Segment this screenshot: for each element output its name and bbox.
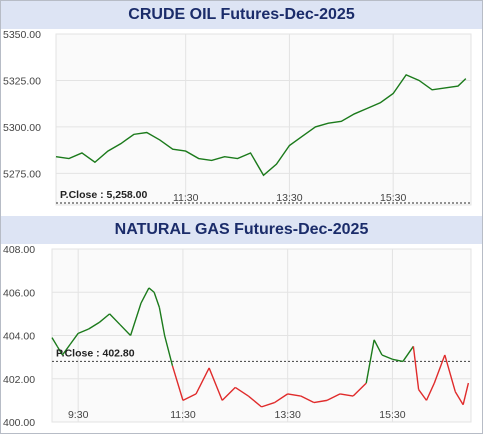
gas-price-segment: [373, 339, 383, 356]
gas-price-segment: [148, 287, 155, 293]
gas-price-segment: [454, 391, 464, 406]
gas-price-segment: [412, 346, 420, 390]
gas-x-tick-label: 15:30: [379, 409, 405, 421]
gas-prev-close-label: P.Close : 402.80: [56, 347, 135, 359]
crude-y-tick-label: 5350.00: [3, 29, 41, 41]
gas-price-segment: [425, 382, 435, 401]
gas-price-segment: [261, 401, 275, 408]
gas-y-tick-label: 404.00: [3, 331, 35, 343]
gas-price-segment: [182, 393, 197, 402]
gas-y-tick-label: 408.00: [3, 244, 35, 256]
crude-x-tick-label: 15:30: [380, 192, 406, 204]
crude-x-tick-label: 11:30: [173, 192, 199, 204]
gas-price-segment: [98, 313, 111, 324]
gas-price-segment: [444, 354, 456, 392]
crude-y-tick-label: 5300.00: [3, 122, 41, 134]
gas-price-segment: [153, 292, 161, 308]
crude-y-tick-label: 5325.00: [3, 75, 41, 87]
gas-price-segment: [171, 365, 184, 401]
gas-x-tick-label: 11:30: [170, 409, 196, 421]
gas-price-segment: [381, 354, 393, 360]
gas-price-segment: [119, 324, 132, 336]
gas-y-tick-label: 402.00: [3, 374, 35, 386]
gas-price-segment: [88, 321, 100, 330]
gas-price-segment: [462, 382, 470, 405]
gas-price-segment: [418, 389, 428, 401]
gas-price-segment: [313, 399, 328, 404]
gas-y-tick-label: 406.00: [3, 287, 35, 299]
gas-price-segment: [77, 328, 89, 334]
crude-x-tick-label: 13:30: [276, 192, 302, 204]
crude-oil-chart: 5350.00 5325.00 5300.00 5275.00 11:30 13:30 15…: [3, 29, 472, 206]
gas-price-segment: [365, 339, 375, 384]
gas-price-segment: [56, 345, 64, 356]
gas-price-segment: [221, 386, 236, 401]
gas-price-segment: [287, 393, 301, 397]
natural-gas-title: NATURAL GAS Futures-Dec-2025: [1, 216, 482, 244]
gas-x-tick-label: 9:30: [68, 409, 89, 421]
gas-price-segment: [352, 382, 367, 397]
gas-price-segment: [163, 335, 174, 366]
gas-price-segment: [51, 337, 58, 347]
crude-plot-area: [55, 33, 472, 206]
gas-price-segment: [69, 332, 79, 345]
gas-price-segment: [339, 393, 354, 397]
gas-price-segment: [433, 354, 446, 384]
gas-price-segment: [402, 345, 414, 362]
gas-price-segment: [274, 393, 289, 404]
crude-y-tick-label: 5275.00: [3, 168, 41, 180]
crude-prev-close-label: P.Close : 5,258.00: [60, 189, 148, 201]
gas-price-segment: [195, 367, 210, 395]
gas-price-segment: [300, 395, 315, 404]
gas-x-tick-label: 13:30: [275, 409, 301, 421]
gas-price-segment: [208, 367, 223, 401]
natural-gas-chart: 408.00 406.00 404.00 402.00 400.00 9:30 11:30 1…: [3, 244, 472, 429]
gas-price-segment: [158, 307, 166, 336]
gas-price-segment: [140, 287, 150, 304]
gas-price-segment: [129, 302, 142, 336]
gas-y-tick-label: 400.00: [3, 417, 35, 429]
gas-price-segment: [234, 386, 249, 397]
crude-price-line: [55, 74, 467, 177]
gas-price-segment: [392, 358, 404, 363]
gas-price-segment: [109, 313, 121, 326]
crude-oil-title: CRUDE OIL Futures-Dec-2025: [1, 1, 482, 29]
gas-price-segment: [326, 393, 341, 402]
gas-price-segment: [61, 343, 71, 356]
gas-price-segment: [247, 395, 262, 408]
